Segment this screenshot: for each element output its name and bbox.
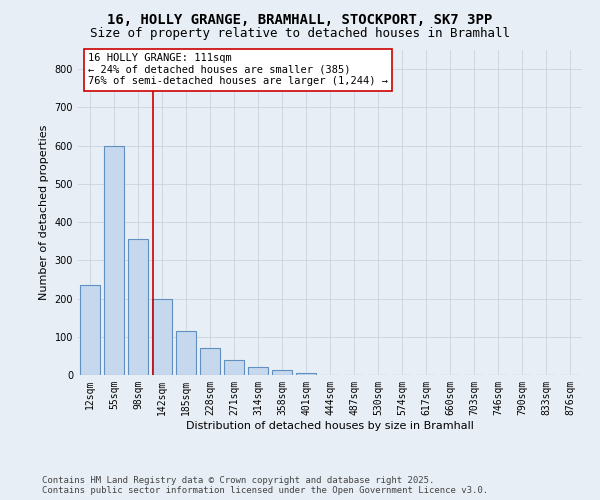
Bar: [128, 240, 148, 375]
Bar: [296, 373, 316, 375]
Text: Contains HM Land Registry data © Crown copyright and database right 2025.
Contai: Contains HM Land Registry data © Crown c…: [42, 476, 488, 495]
Bar: [224, 360, 244, 375]
Bar: [104, 146, 124, 375]
Bar: [248, 368, 268, 375]
Text: 16 HOLLY GRANGE: 111sqm
← 24% of detached houses are smaller (385)
76% of semi-d: 16 HOLLY GRANGE: 111sqm ← 24% of detache…: [88, 53, 388, 86]
Bar: [152, 298, 172, 375]
Bar: [272, 370, 292, 375]
Text: 16, HOLLY GRANGE, BRAMHALL, STOCKPORT, SK7 3PP: 16, HOLLY GRANGE, BRAMHALL, STOCKPORT, S…: [107, 12, 493, 26]
Text: Size of property relative to detached houses in Bramhall: Size of property relative to detached ho…: [90, 28, 510, 40]
Bar: [200, 348, 220, 375]
Y-axis label: Number of detached properties: Number of detached properties: [39, 125, 49, 300]
Bar: [80, 285, 100, 375]
Bar: [176, 331, 196, 375]
X-axis label: Distribution of detached houses by size in Bramhall: Distribution of detached houses by size …: [186, 420, 474, 430]
